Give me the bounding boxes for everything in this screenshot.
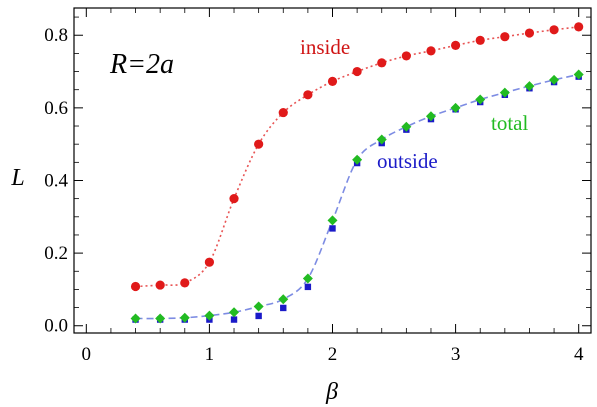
- data-point-total: [302, 273, 313, 284]
- axis-ticks: 0 1 2 3 4 0.0 0.2 0.4 0.6 0.8: [44, 8, 591, 365]
- data-point-total: [130, 313, 141, 324]
- data-point-total: [475, 94, 486, 105]
- data-point-inside: [426, 46, 436, 56]
- data-point-inside: [549, 25, 559, 35]
- x-tick-label: 4: [574, 344, 584, 365]
- data-point-total: [376, 134, 387, 145]
- data-point-inside: [500, 32, 510, 42]
- x-tick-label: 0: [82, 344, 92, 365]
- x-axis-label: β: [325, 379, 338, 405]
- y-tick-label: 0.0: [44, 316, 68, 337]
- data-point-outside: [255, 312, 262, 320]
- y-tick-label: 0.8: [44, 25, 68, 46]
- data-point-inside: [574, 22, 584, 32]
- y-tick-label: 0.4: [44, 170, 68, 191]
- data-point-inside: [254, 139, 264, 149]
- data-point-inside: [377, 58, 387, 68]
- x-tick-label: 2: [328, 344, 338, 365]
- data-point-inside: [450, 40, 461, 51]
- data-point-total: [204, 310, 215, 321]
- x-tick-label: 1: [205, 344, 215, 365]
- data-point-total: [401, 121, 412, 132]
- x-tick-label: 3: [451, 344, 461, 365]
- series-label-inside: inside: [300, 35, 350, 59]
- data-markers: [130, 22, 584, 324]
- y-tick-label: 0.2: [44, 243, 68, 264]
- data-point-inside: [229, 194, 239, 204]
- series-label-total: total: [491, 111, 528, 135]
- y-tick-label: 0.6: [44, 98, 68, 119]
- data-point-inside: [327, 76, 338, 86]
- data-point-total: [179, 312, 190, 323]
- data-point-inside: [180, 278, 190, 288]
- data-point-outside: [280, 304, 287, 312]
- data-point-total: [499, 87, 510, 98]
- data-point-outside: [304, 283, 312, 291]
- data-point-total: [549, 74, 560, 85]
- data-point-total: [253, 301, 264, 312]
- data-point-inside: [303, 90, 313, 100]
- y-axis-label: L: [10, 165, 24, 191]
- data-point-total: [524, 81, 535, 92]
- data-point-total: [327, 215, 338, 226]
- data-point-total: [229, 307, 240, 318]
- series-label-outside: outside: [377, 149, 438, 173]
- data-point-inside: [401, 51, 411, 61]
- data-point-total: [155, 313, 166, 324]
- data-point-total: [352, 154, 363, 165]
- data-point-inside: [352, 66, 362, 77]
- data-point-total: [425, 111, 436, 122]
- data-point-inside: [155, 280, 165, 290]
- data-point-inside: [524, 28, 535, 38]
- data-point-total: [573, 69, 584, 80]
- data-point-inside: [278, 107, 288, 118]
- data-point-total: [278, 294, 289, 305]
- data-point-inside: [130, 281, 141, 292]
- data-point-total: [450, 102, 461, 113]
- data-point-outside: [329, 225, 336, 232]
- data-point-outside: [230, 316, 238, 323]
- panel-annotation: R=2a: [109, 49, 174, 80]
- data-point-inside: [475, 35, 485, 45]
- data-point-inside: [204, 257, 215, 267]
